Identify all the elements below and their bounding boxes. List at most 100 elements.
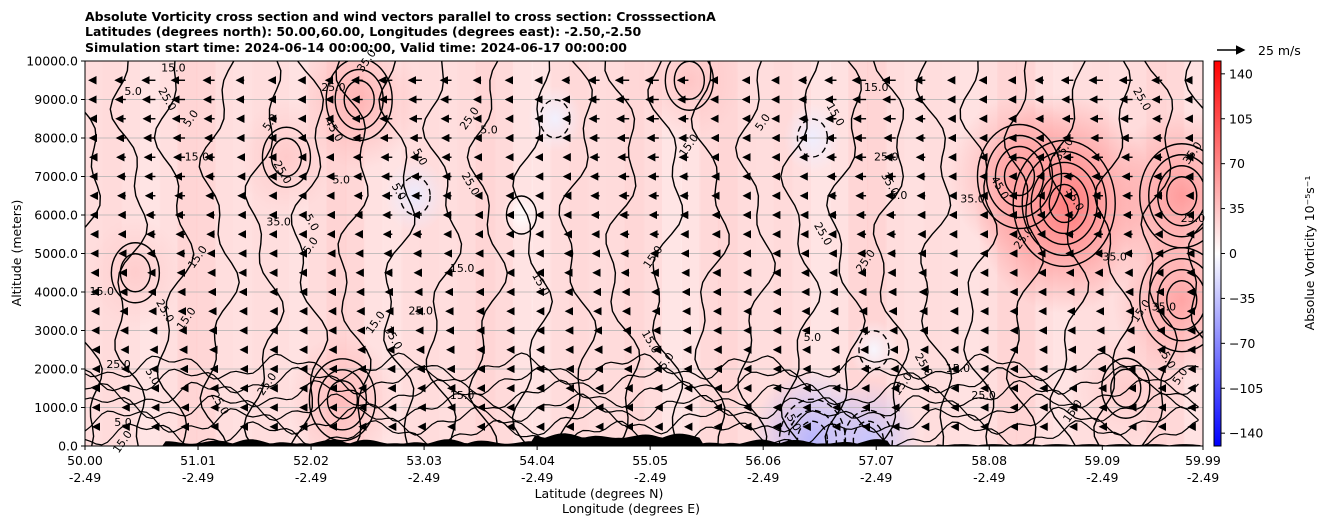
colorbar-tick-label: 105 bbox=[1229, 111, 1253, 126]
contour-line bbox=[335, 61, 372, 446]
colorbar-ticks: −140 −105 −70 −35 0 35 70 105 140 bbox=[1221, 66, 1263, 441]
x-tick-label-lat: 52.02 bbox=[293, 453, 329, 468]
x-tick-label-lon: -2.49 bbox=[973, 470, 1005, 485]
title-line-3: Simulation start time: 2024-06-14 00:00:… bbox=[85, 40, 627, 55]
contour-line bbox=[734, 61, 776, 446]
colorbar-tick-label: 35 bbox=[1229, 201, 1245, 216]
contour-line bbox=[466, 61, 509, 446]
y-axis-label: Altitude (meters) bbox=[9, 200, 24, 307]
x-tick-label-lon: -2.49 bbox=[1187, 470, 1219, 485]
contour-ring bbox=[1021, 150, 1107, 257]
contour-label: 15.0 bbox=[946, 362, 971, 375]
x-tick-label-lat: 55.05 bbox=[632, 453, 668, 468]
contour-line bbox=[85, 352, 1199, 382]
contour-ring bbox=[317, 369, 368, 431]
contour-ring bbox=[1048, 183, 1080, 224]
x-tick-label-lat: 53.03 bbox=[406, 453, 442, 468]
contour-label: 25.0 bbox=[874, 150, 899, 163]
contour-ring bbox=[326, 380, 359, 420]
colorbar-gradient bbox=[1214, 61, 1221, 446]
contour-label: 35.0 bbox=[266, 216, 291, 229]
colorbar-tick-label: −35 bbox=[1229, 291, 1255, 306]
contour-ring bbox=[1003, 156, 1036, 197]
y-tick-label: 9000.0 bbox=[34, 92, 78, 107]
contour-ring bbox=[1148, 154, 1203, 238]
vorticity-feature bbox=[88, 217, 183, 328]
contour-label: 15.0 bbox=[161, 62, 186, 75]
y-tick-label: 10000.0 bbox=[26, 54, 78, 69]
contour-label: 15.0 bbox=[450, 389, 475, 402]
contour-line bbox=[85, 392, 1199, 423]
contour-line bbox=[824, 61, 866, 446]
contour-label: 5.0 bbox=[333, 173, 351, 186]
x-axis-ticks: 50.00 -2.49 51.01 -2.49 52.02 -2.49 53.03 -2.49… bbox=[67, 446, 1221, 485]
y-tick-label: 6000.0 bbox=[34, 208, 78, 223]
contour-line bbox=[85, 379, 1199, 409]
contour-line bbox=[556, 61, 598, 446]
contour-ring bbox=[1157, 269, 1203, 331]
x-tick-label-lat: 57.07 bbox=[858, 453, 894, 468]
contour-label: 35.0 bbox=[1102, 250, 1127, 263]
contour-line bbox=[690, 61, 730, 446]
x-tick-label-lon: -2.49 bbox=[69, 470, 101, 485]
y-axis-ticks: 0.0 1000.0 2000.0 3000.0 4000.0 5000.0 6000.0 7… bbox=[26, 54, 85, 454]
vorticity-feature bbox=[1078, 333, 1173, 444]
contour-label: 5.0 bbox=[114, 416, 132, 429]
x-tick-label-lat: 54.04 bbox=[519, 453, 555, 468]
colorbar-tick-label: −140 bbox=[1229, 426, 1263, 441]
contour-label: 25.0 bbox=[408, 304, 433, 317]
quiver-key-label: 25 m/s bbox=[1258, 43, 1301, 58]
chart-title: Absolute Vorticity cross section and win… bbox=[85, 9, 716, 55]
contour-label: 5.0 bbox=[480, 123, 498, 136]
vorticity-feature bbox=[237, 100, 336, 215]
contour-ring bbox=[1166, 176, 1198, 216]
colorbar-tick-label: −105 bbox=[1229, 381, 1263, 396]
contour-ring bbox=[1148, 258, 1203, 342]
contour-label: 15.0 bbox=[864, 81, 889, 94]
contour-label: 15.0 bbox=[450, 262, 475, 275]
x-tick-label-lat: 59.99 bbox=[1185, 453, 1221, 468]
contour-line bbox=[780, 61, 822, 446]
x-tick-label-lon: -2.49 bbox=[408, 470, 440, 485]
colorbar-tick-label: 70 bbox=[1229, 156, 1245, 171]
title-line-2: Latitudes (degrees north): 50.00,60.00, … bbox=[85, 24, 642, 39]
contour-line bbox=[109, 61, 149, 446]
colorbar: −140 −105 −70 −35 0 35 70 105 140 Absolue Vortic… bbox=[1213, 60, 1317, 447]
plot-area: 15.0 25.0 5.0 15.0 25.0 5.0 35.0 5.0 5.0 5.0 5.0 35… bbox=[84, 47, 1206, 456]
contour-label: 15.0 bbox=[185, 150, 210, 163]
contour-label: 5.0 bbox=[124, 85, 142, 98]
colorbar-tick-label: 0 bbox=[1229, 246, 1237, 261]
colorbar-tick-label: 140 bbox=[1229, 66, 1253, 81]
x-axis-label-latitude: Latitude (degrees N) bbox=[535, 486, 664, 501]
title-line-1: Absolute Vorticity cross section and win… bbox=[85, 9, 716, 24]
contour-label: 35.0 bbox=[960, 193, 985, 206]
y-tick-label: 1000.0 bbox=[34, 400, 78, 415]
y-tick-label: 2000.0 bbox=[34, 362, 78, 377]
y-tick-label: 4000.0 bbox=[34, 285, 78, 300]
contour-label: 35.0 bbox=[1152, 300, 1177, 313]
y-tick-label: 3000.0 bbox=[34, 323, 78, 338]
x-tick-label-lon: -2.49 bbox=[747, 470, 779, 485]
contour-line bbox=[198, 61, 240, 446]
contour-label: 5.0 bbox=[804, 331, 822, 344]
contour-label: 5.0 bbox=[890, 189, 908, 202]
contour-line bbox=[604, 61, 641, 446]
contour-line bbox=[511, 61, 554, 446]
contour-line bbox=[1093, 61, 1135, 446]
contour-ring bbox=[261, 126, 312, 188]
contour-label: 25.0 bbox=[971, 389, 996, 402]
contour-ring bbox=[110, 242, 161, 304]
contour-line bbox=[872, 61, 910, 446]
contour-label: 25.0 bbox=[1181, 212, 1206, 225]
contour-ring bbox=[843, 409, 894, 446]
vorticity-feature bbox=[849, 319, 899, 380]
x-tick-label-lon: -2.49 bbox=[521, 470, 553, 485]
x-tick-label-lat: 51.01 bbox=[180, 453, 216, 468]
contour-line bbox=[153, 61, 195, 446]
terrain-silhouette bbox=[85, 433, 1203, 446]
x-tick-label-lon: -2.49 bbox=[1086, 470, 1118, 485]
y-tick-label: 5000.0 bbox=[34, 246, 78, 261]
contour-ring bbox=[778, 398, 847, 446]
x-tick-label-lat: 56.06 bbox=[745, 453, 781, 468]
